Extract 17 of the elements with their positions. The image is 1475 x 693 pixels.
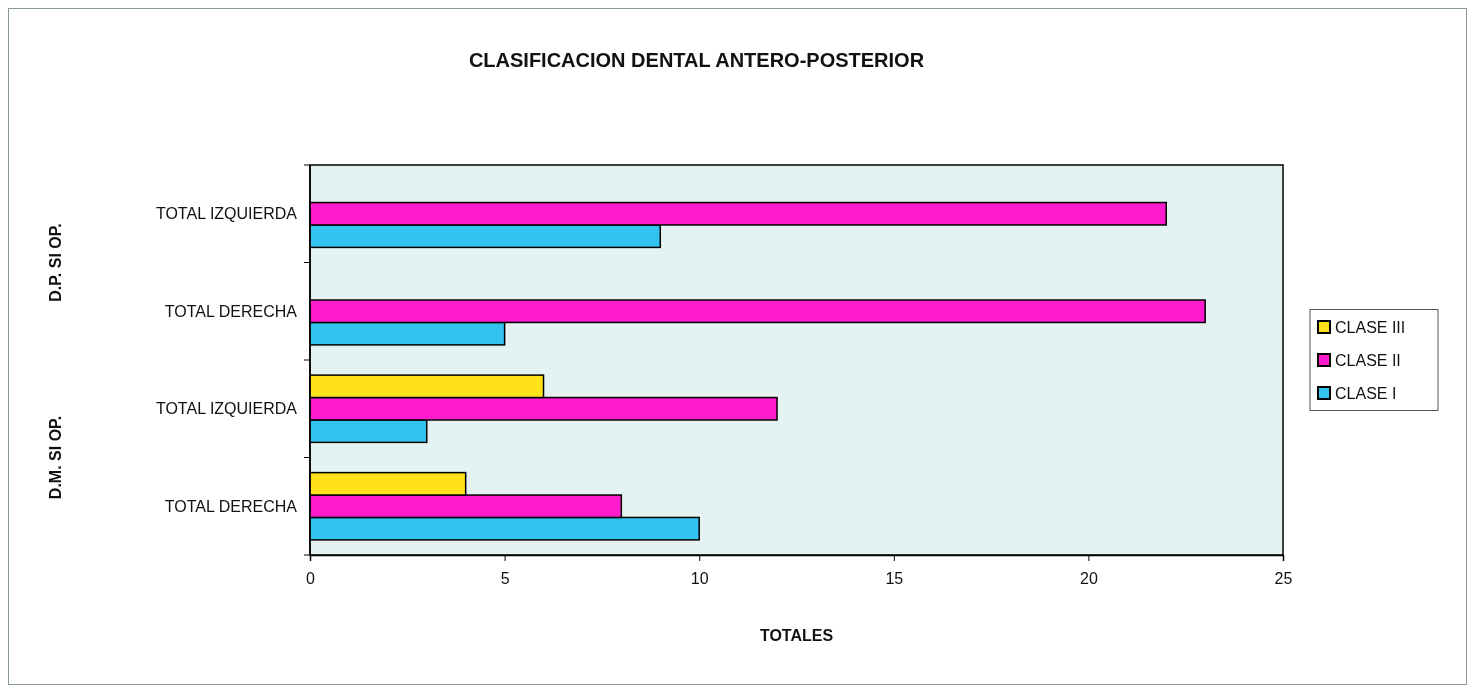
y-tick-label: TOTAL DERECHA: [164, 302, 298, 320]
chart-title: CLASIFICACION DENTAL ANTERO-POSTERIOR: [468, 49, 925, 71]
x-tick-label: 5: [500, 570, 510, 588]
x-tick-label: 15: [885, 570, 904, 588]
x-axis-title: TOTALES: [759, 627, 834, 644]
y-tick-label: TOTAL IZQUIERDA: [155, 205, 298, 223]
legend-label: CLASE I: [1335, 384, 1397, 402]
y-tick-label: TOTAL DERECHA: [164, 497, 298, 515]
legend-label: CLASE II: [1335, 351, 1401, 369]
y-tick-label: TOTAL IZQUIERDA: [155, 400, 298, 418]
x-tick-label: 25: [1274, 570, 1293, 588]
x-tick-label: 10: [690, 570, 709, 588]
x-tick-label: 0: [306, 570, 316, 588]
x-tick-label: 20: [1080, 570, 1098, 588]
text: D.M. SI OP.: [46, 415, 64, 500]
text: D.P. SI OP.: [46, 223, 64, 302]
legend-label: CLASE III: [1335, 318, 1406, 336]
